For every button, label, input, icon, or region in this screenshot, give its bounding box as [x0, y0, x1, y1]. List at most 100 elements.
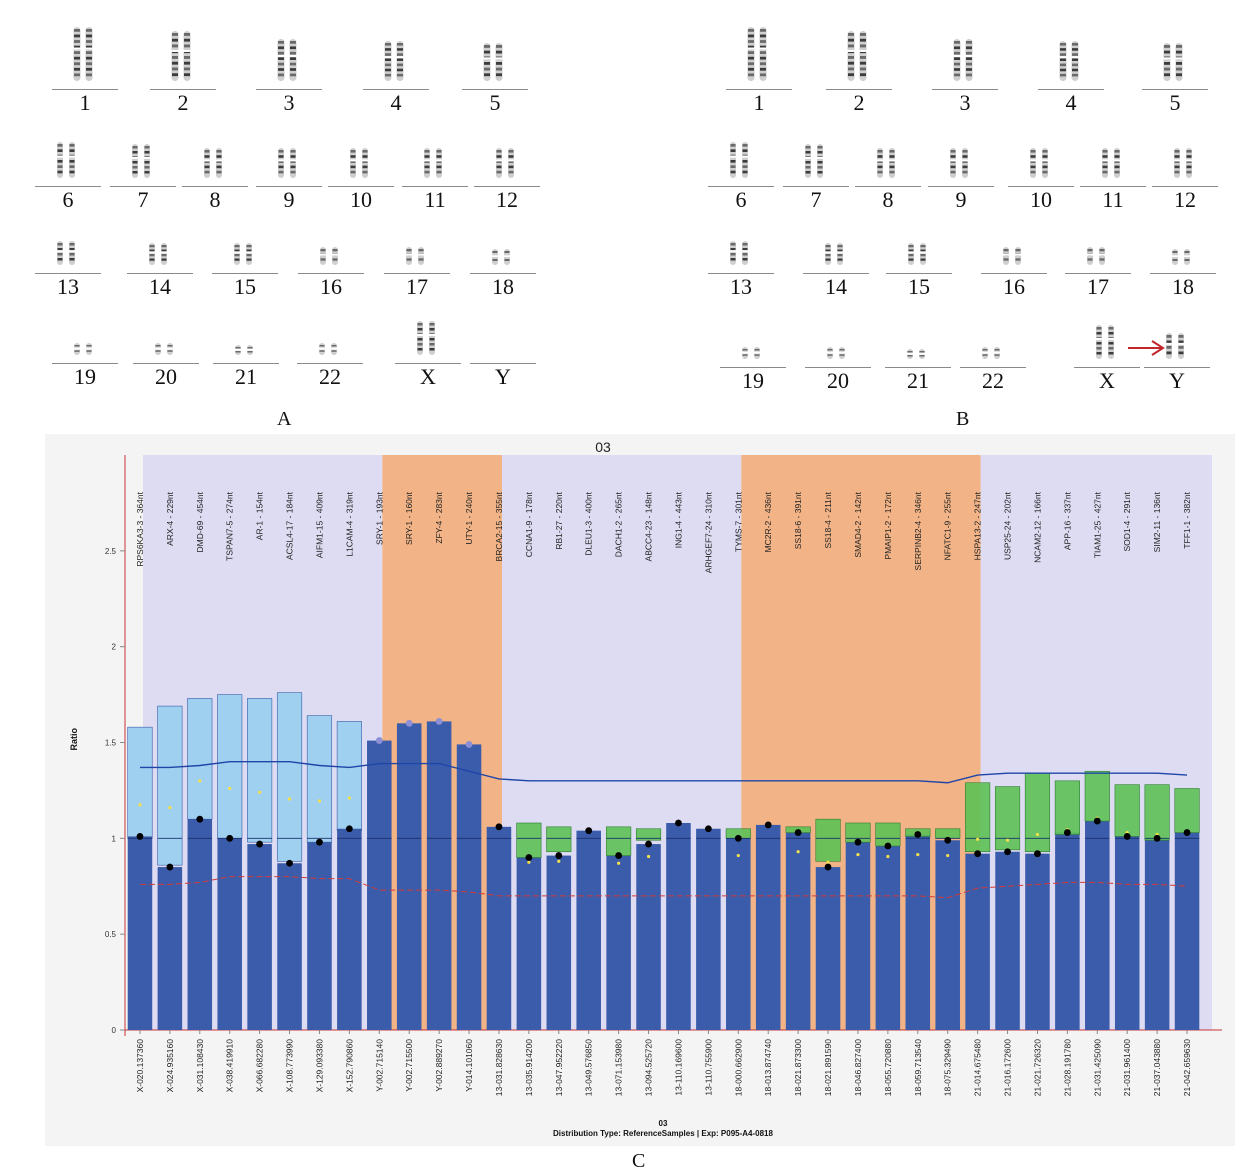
category-label: 21-031.425090 — [1092, 1039, 1102, 1096]
ratio-bar — [1025, 853, 1050, 1030]
category-label: X-066.682280 — [255, 1039, 265, 1093]
probe-label: DACH1-2 - 265nt — [614, 491, 624, 557]
ratio-bar — [815, 867, 841, 1030]
category-label: 18-013.874740 — [763, 1039, 773, 1096]
chromosome-pair: 13 — [708, 230, 774, 300]
chromosome-pair-icon — [876, 148, 896, 178]
chromosome-glyph — [1038, 39, 1104, 88]
chromosome-pair-icon — [907, 243, 927, 265]
chromosome-baseline — [384, 273, 450, 274]
chromosome-label: 22 — [319, 364, 341, 389]
category-label: X-152.790860 — [344, 1039, 354, 1093]
chromosome-pair: 12 — [474, 143, 540, 213]
chromosome-baseline — [474, 186, 540, 187]
chromosome-label: 20 — [827, 368, 849, 393]
ratio-point — [794, 829, 802, 836]
chromosome-label: 17 — [406, 274, 428, 299]
chromosome-glyph — [1150, 247, 1216, 272]
chromosome-glyph — [783, 142, 849, 185]
chromosome-label: 14 — [825, 274, 847, 299]
chromosome-glyph — [826, 29, 892, 88]
chromosome-pair: 15 — [212, 230, 278, 300]
probe-label: SOD1-4 - 291nt — [1122, 491, 1132, 551]
chromosome-baseline — [826, 89, 892, 90]
chromosome-glyph — [708, 239, 774, 272]
chromosome-pair-icon — [148, 243, 168, 265]
chromosome-baseline — [212, 273, 278, 274]
range-center-dot — [527, 860, 531, 864]
chromosome-baseline — [256, 89, 322, 90]
range-center-dot — [617, 861, 621, 865]
y-tick-label: 1 — [112, 834, 117, 843]
chromosome-baseline — [182, 186, 248, 187]
chromosome-pair: X — [1074, 324, 1140, 394]
chromosome-glyph — [470, 247, 536, 272]
chromosome-label: 4 — [1065, 90, 1077, 115]
chromosome-pair-icon — [981, 347, 1001, 359]
ratio-bar — [935, 840, 960, 1030]
ratio-bar — [576, 830, 601, 1030]
chromosome-pair-icon — [383, 41, 405, 81]
y-tick-label: 2 — [112, 643, 117, 652]
probe-label: L1CAM-4 - 319nt — [344, 491, 354, 556]
range-center-dot — [557, 859, 561, 863]
chromosome-pair-icon — [1165, 333, 1185, 359]
ratio-point — [136, 833, 144, 840]
chart-svg: 03 0 0.5 1 1.5 2 2.5 Ratio RPS6KA3-3 - 364nt ARX-… — [69, 439, 1222, 1138]
chromosome-baseline — [932, 89, 998, 90]
ratio-point — [435, 718, 443, 725]
chromosome-glyph — [462, 41, 528, 88]
chromosome-pair: 19 — [52, 320, 118, 390]
chart-footer: Distribution Type: ReferenceSamples | Ex… — [553, 1129, 773, 1138]
chromosome-pair-icon — [349, 148, 369, 178]
chromosome-pair-icon — [846, 31, 868, 81]
chromosome-baseline — [35, 186, 101, 187]
chromosome-baseline — [960, 367, 1026, 368]
chromosome-baseline — [1142, 89, 1208, 90]
chromosome-label: 21 — [907, 368, 929, 393]
category-label: X-108.773990 — [285, 1039, 295, 1093]
chromosome-pair-icon — [729, 142, 749, 178]
chromosome-pair: 7 — [783, 143, 849, 213]
probe-label: DMD-69 - 454nt — [195, 491, 205, 552]
range-center-dot — [976, 837, 980, 841]
range-center-dot — [736, 853, 740, 858]
ratio-point — [704, 825, 712, 833]
probe-label: ZFY-4 - 283nt — [434, 491, 444, 543]
reference-range-box — [1024, 772, 1051, 853]
chromosome-pair-icon — [1171, 249, 1191, 265]
ratio-point — [495, 823, 503, 831]
upper-threshold-line — [139, 760, 1188, 784]
panel-label-b: B — [956, 408, 970, 430]
chromosome-pair: 16 — [298, 230, 364, 300]
chromosome-glyph — [1144, 331, 1210, 366]
chromosome-glyph — [726, 25, 792, 88]
karyotype-panel-b: 1 2 3 4 5 6 7 8 9 10 11 12 13 14 15 16 17 18 19 20 21 22 X Y — [690, 0, 1260, 430]
range-center-dot — [1005, 838, 1010, 842]
chromosome-pair-icon — [234, 345, 254, 355]
chromosome-label: 19 — [74, 364, 96, 389]
chromosome-pair: 1 — [52, 27, 118, 116]
chromosome-glyph — [855, 146, 921, 185]
chromosome-glyph — [213, 343, 279, 362]
chromosome-label: 2 — [177, 90, 189, 115]
probe-label: CCNA1-9 - 178nt — [524, 491, 534, 557]
probe-label: SS18-6 - 391nt — [793, 491, 803, 549]
chromosome-glyph — [1008, 146, 1074, 185]
category-label: 13-110.755900 — [703, 1039, 713, 1096]
chromosome-baseline — [402, 186, 468, 187]
category-label: Y-002.715500 — [404, 1039, 414, 1092]
ratio-point — [615, 852, 623, 859]
ratio-bar — [157, 867, 183, 1030]
chromosome-label: 3 — [959, 90, 971, 115]
chromosome-pair-icon — [746, 27, 768, 81]
chromosome-baseline — [256, 186, 322, 187]
ratio-point — [256, 840, 264, 848]
chromosome-pair: Y — [470, 320, 536, 390]
chromosome-glyph — [1065, 245, 1131, 272]
chromosome-pair: 8 — [855, 143, 921, 213]
chromosome-pair-icon — [952, 39, 974, 81]
ratio-point — [675, 819, 682, 827]
chromosome-pair: 3 — [932, 39, 998, 116]
chromosome-label: 2 — [853, 90, 865, 115]
